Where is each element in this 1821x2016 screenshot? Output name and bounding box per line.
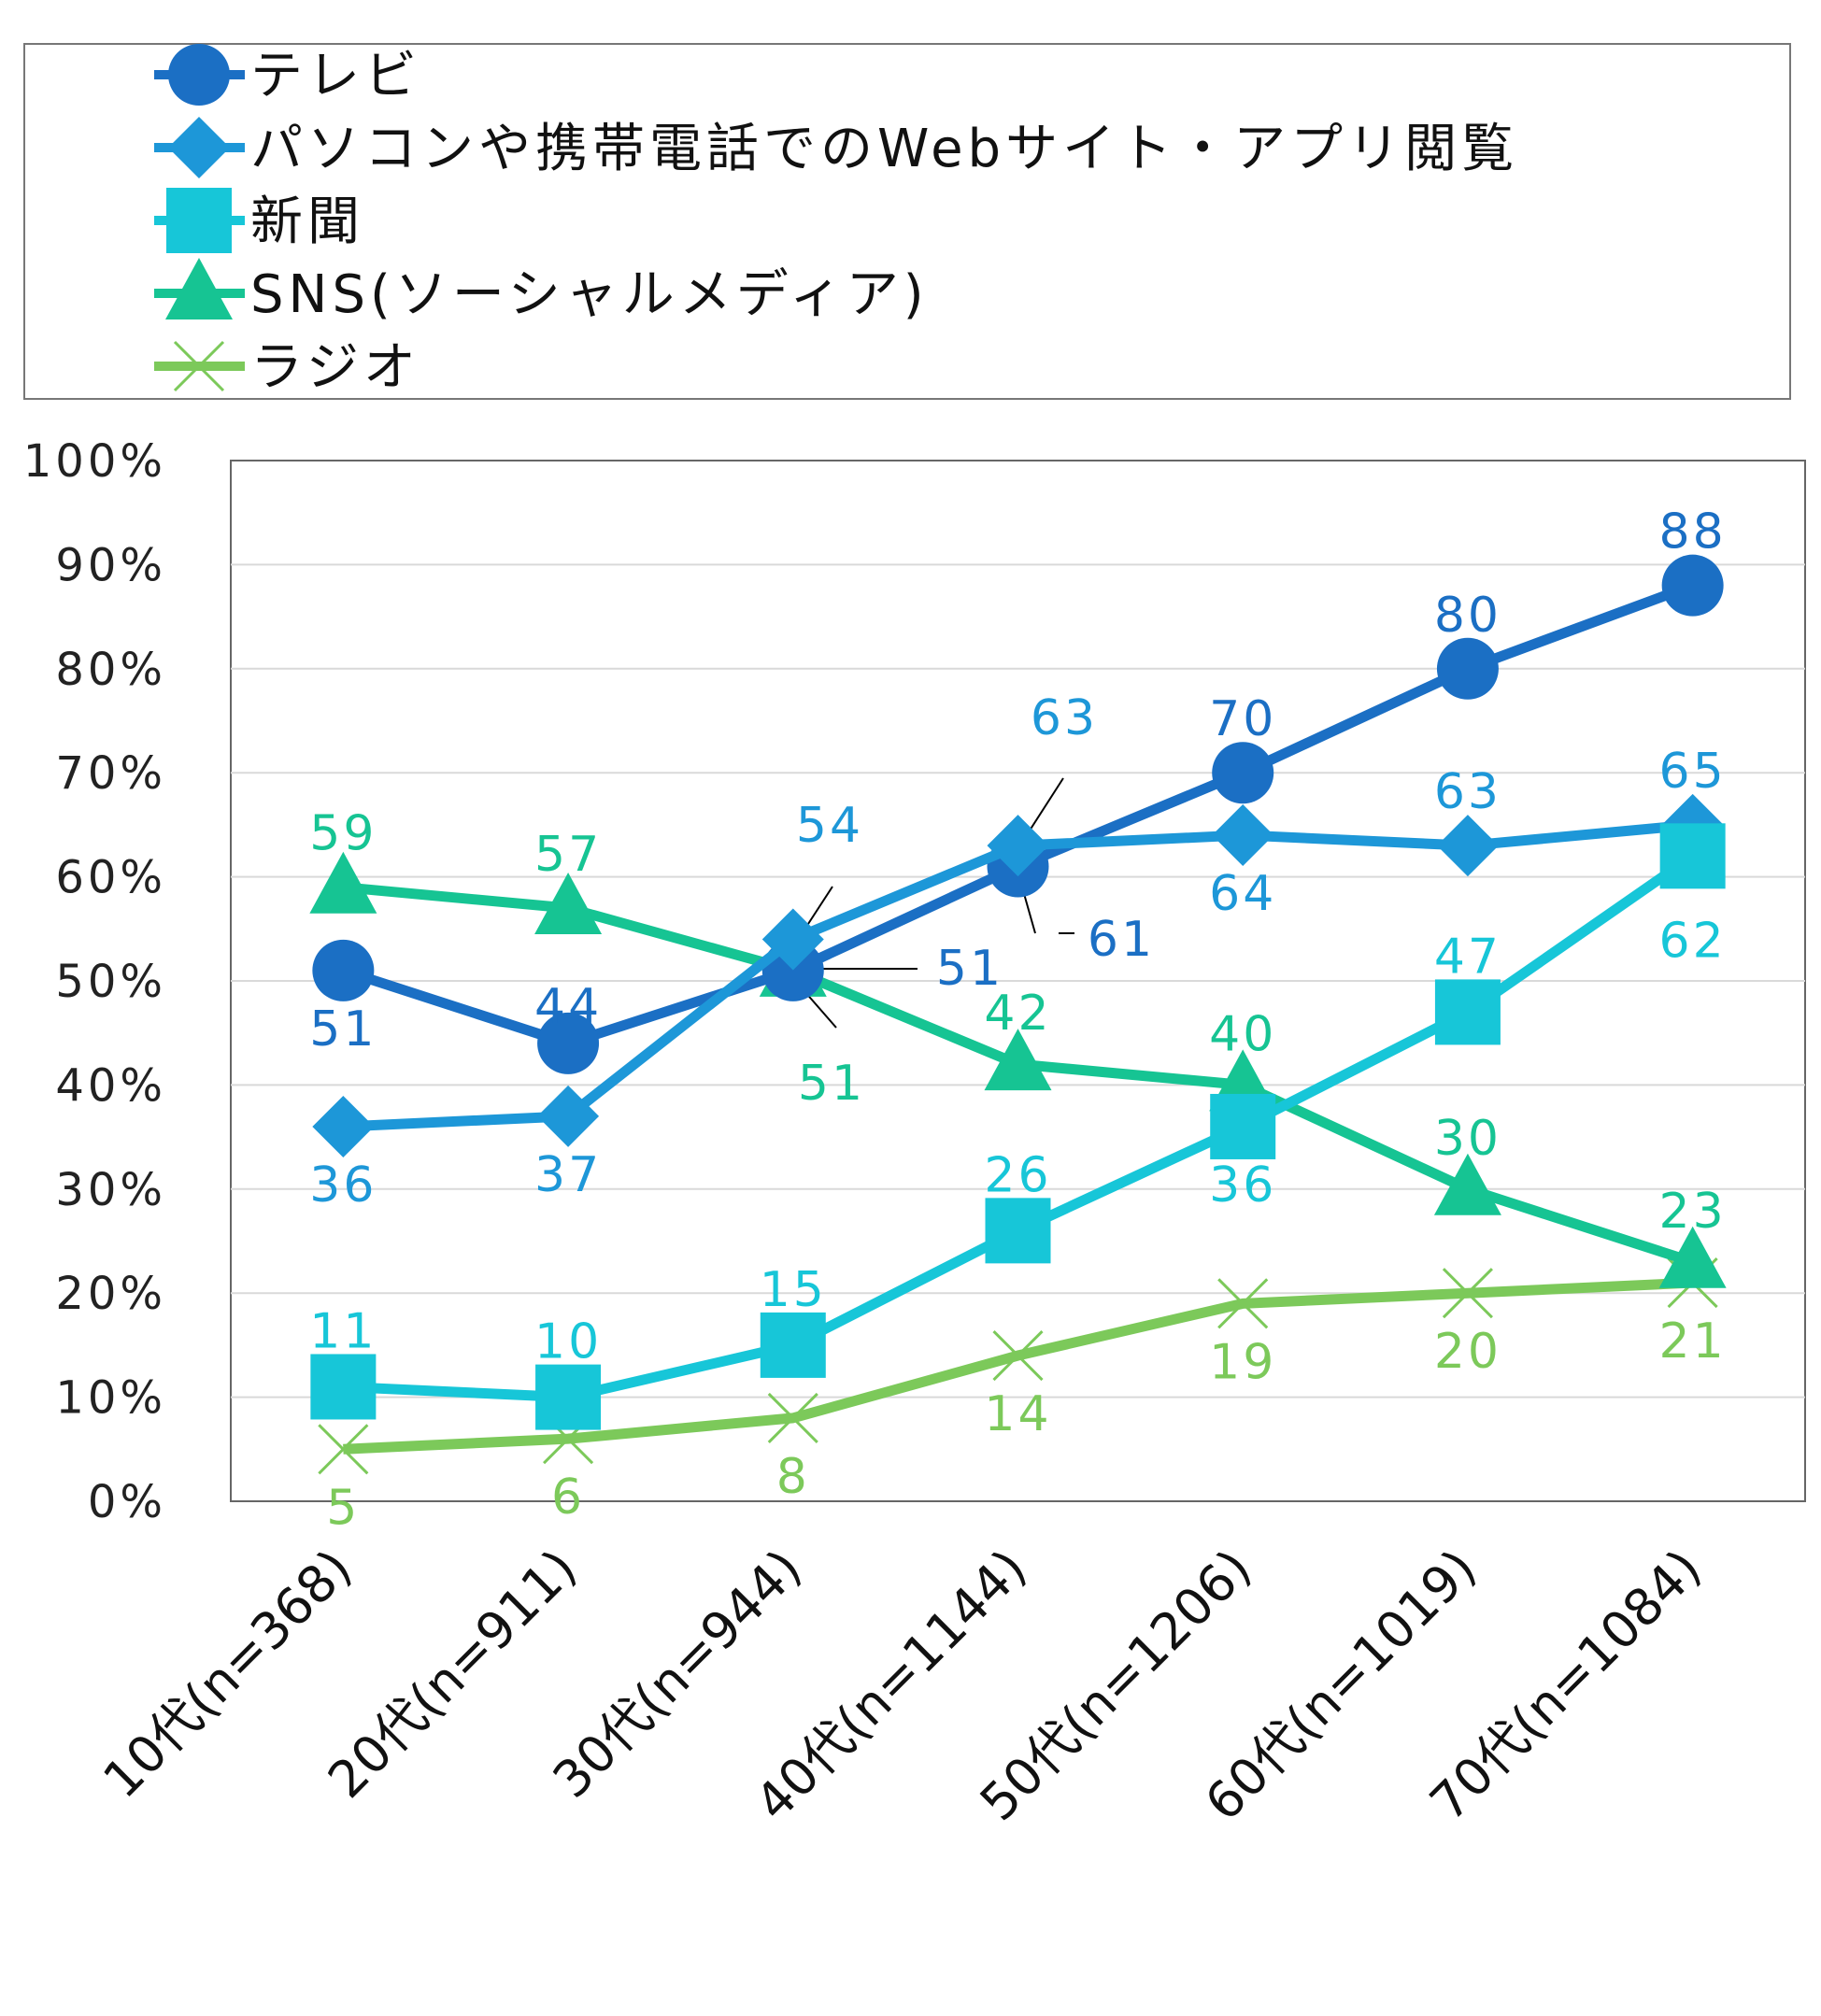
data-label: 44: [534, 979, 602, 1035]
y-tick-label: 10%: [55, 1372, 166, 1425]
marker-3: [1658, 1226, 1727, 1288]
data-label: 54: [796, 798, 863, 854]
legend-label: ラジオ: [250, 337, 420, 398]
data-label: 40: [1209, 1006, 1276, 1062]
marker-1: [312, 1095, 375, 1157]
marker-2: [1434, 979, 1501, 1045]
marker-0: [312, 939, 375, 1001]
marker-3: [984, 1029, 1052, 1091]
data-label: 51: [798, 1056, 865, 1112]
marker-2: [985, 1198, 1051, 1264]
marker-2: [310, 1354, 377, 1420]
data-label: 36: [309, 1157, 377, 1214]
y-tick-label: 20%: [55, 1268, 166, 1320]
marker-legend-2: [166, 188, 232, 253]
data-label: 23: [1659, 1184, 1727, 1240]
marker-4: [992, 1329, 1044, 1382]
series-group: [309, 554, 1727, 1475]
data-label: 65: [1659, 744, 1727, 800]
y-tick-label: 0%: [88, 1476, 166, 1528]
y-tick-label: 30%: [55, 1164, 166, 1216]
data-label: 30: [1434, 1111, 1501, 1167]
data-label: 51: [309, 1001, 377, 1058]
marker-4: [1217, 1278, 1269, 1329]
data-label: 21: [1659, 1313, 1727, 1370]
data-label: 36: [1209, 1157, 1276, 1214]
y-tick-label: 100%: [23, 435, 166, 488]
data-label: 14: [984, 1386, 1051, 1442]
y-tick-label: 40%: [55, 1059, 166, 1112]
marker-0: [537, 1012, 600, 1074]
gridlines: [231, 563, 1805, 1398]
data-label: 63: [1434, 764, 1501, 820]
marker-3: [309, 851, 377, 914]
data-label: 6: [551, 1469, 585, 1526]
y-tick-label: 60%: [55, 852, 166, 904]
data-label: 37: [534, 1147, 602, 1203]
data-label: 57: [534, 827, 602, 883]
marker-4: [1442, 1268, 1493, 1319]
marker-3: [1433, 1153, 1501, 1215]
marker-legend-4: [173, 340, 225, 392]
data-label: 88: [1659, 504, 1727, 561]
data-label: 8: [776, 1449, 810, 1505]
y-tick-label: 70%: [55, 747, 166, 800]
data-label: 61: [1088, 912, 1155, 968]
legend-entry: ラジオ: [154, 337, 420, 398]
marker-legend-0: [168, 44, 230, 106]
marker-legend-3: [165, 258, 233, 319]
data-label: 64: [1209, 866, 1276, 922]
legend-entry: テレビ: [154, 44, 421, 106]
marker-1: [987, 815, 1049, 877]
legend-entry: SNS(ソーシャルメディア): [154, 258, 929, 325]
marker-0: [1436, 637, 1499, 700]
data-label: 20: [1434, 1324, 1501, 1380]
y-tick-label: 50%: [55, 956, 166, 1008]
marker-0: [1212, 742, 1274, 804]
data-label: 63: [1031, 690, 1098, 746]
data-label: 51: [936, 941, 1003, 997]
data-label: 15: [760, 1262, 827, 1318]
y-tick-label: 80%: [55, 644, 166, 696]
marker-0: [1661, 554, 1724, 617]
y-axis-ticks: 0% 10% 20% 30% 40% 50% 60% 70% 80% 90% 100%: [23, 435, 166, 1528]
marker-3: [534, 873, 603, 935]
legend-label: 新聞: [250, 192, 364, 252]
data-label: 80: [1434, 588, 1501, 644]
data-label: 26: [984, 1147, 1051, 1203]
marker-1: [1212, 804, 1274, 867]
data-label: 19: [1209, 1334, 1276, 1390]
data-label: 59: [309, 806, 377, 862]
legend-entry: パソコンや携帯電話でのWebサイト・アプリ閲覧: [154, 117, 1518, 179]
marker-legend-1: [168, 117, 230, 178]
marker-2: [1210, 1093, 1276, 1159]
marker-4: [767, 1392, 818, 1443]
legend-label: テレビ: [250, 46, 421, 106]
data-label: 47: [1434, 929, 1501, 985]
marker-1: [1436, 815, 1499, 877]
legend-box: [23, 43, 1791, 400]
x-axis-ticks: 10代(n=368)20代(n=911)30代(n=944)40代(n=1144…: [92, 1539, 1712, 1832]
marker-2: [535, 1364, 602, 1430]
y-tick-label: 90%: [55, 539, 166, 591]
data-label: 10: [534, 1314, 602, 1370]
marker-1: [537, 1085, 600, 1147]
data-label: 70: [1209, 691, 1276, 747]
data-label: 62: [1659, 913, 1727, 969]
marker-2: [760, 1312, 826, 1378]
legend-label: パソコンや携帯電話でのWebサイト・アプリ閲覧: [250, 119, 1518, 179]
marker-4: [318, 1424, 369, 1475]
series-2: [310, 823, 1726, 1430]
series-1: [312, 793, 1724, 1157]
data-label: 42: [984, 986, 1051, 1042]
marker-1: [761, 908, 824, 971]
marker-2: [1659, 823, 1726, 889]
data-label: 11: [309, 1303, 377, 1359]
data-label: 5: [326, 1480, 360, 1536]
legend-label: SNS(ソーシャルメディア): [250, 264, 929, 325]
legend-entry: 新聞: [154, 188, 364, 253]
